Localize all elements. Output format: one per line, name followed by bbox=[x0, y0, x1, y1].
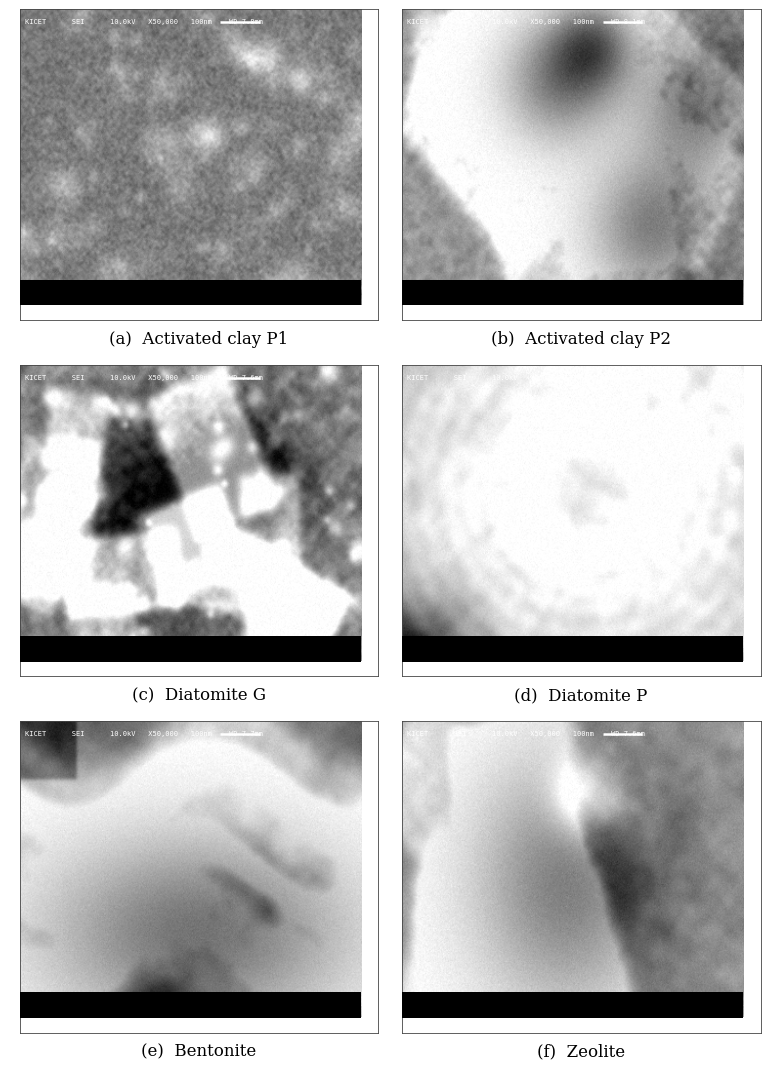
Text: (a)  Activated clay P1: (a) Activated clay P1 bbox=[109, 332, 289, 348]
Text: KICET      SEI      10.0kV   X50,000   100nm    WD 7.7mm: KICET SEI 10.0kV X50,000 100nm WD 7.7mm bbox=[25, 731, 263, 738]
Text: (d)  Diatomite P: (d) Diatomite P bbox=[515, 688, 647, 704]
Bar bbox=[402, 281, 743, 306]
Bar bbox=[402, 992, 743, 1017]
Text: KICET      SEI      10.0kV   X50,000   100nm    WD 7.6mm: KICET SEI 10.0kV X50,000 100nm WD 7.6mm bbox=[407, 731, 645, 738]
Bar bbox=[20, 992, 361, 1017]
Bar bbox=[402, 636, 743, 662]
Text: (f)  Zeolite: (f) Zeolite bbox=[537, 1043, 625, 1061]
Text: KICET      SEI      10.0kV   X50,000   100nm    WD 7.6mm: KICET SEI 10.0kV X50,000 100nm WD 7.6mm bbox=[407, 375, 645, 381]
Text: (e)  Bentonite: (e) Bentonite bbox=[141, 1043, 257, 1061]
Text: KICET      SEI      10.0kV   X50,000   100nm    WD 7.8mm: KICET SEI 10.0kV X50,000 100nm WD 7.8mm bbox=[25, 18, 263, 25]
Text: (b)  Activated clay P2: (b) Activated clay P2 bbox=[491, 332, 671, 348]
Bar bbox=[20, 281, 361, 306]
Bar bbox=[20, 636, 361, 662]
Text: KICET      SEI      10.0kV   X50,000   100nm    WD 7.6mm: KICET SEI 10.0kV X50,000 100nm WD 7.6mm bbox=[25, 375, 263, 381]
Text: KICET      SEI      10.0kV   X50,000   100nm    WD 8.1mm: KICET SEI 10.0kV X50,000 100nm WD 8.1mm bbox=[407, 18, 645, 25]
Text: (c)  Diatomite G: (c) Diatomite G bbox=[132, 688, 266, 704]
